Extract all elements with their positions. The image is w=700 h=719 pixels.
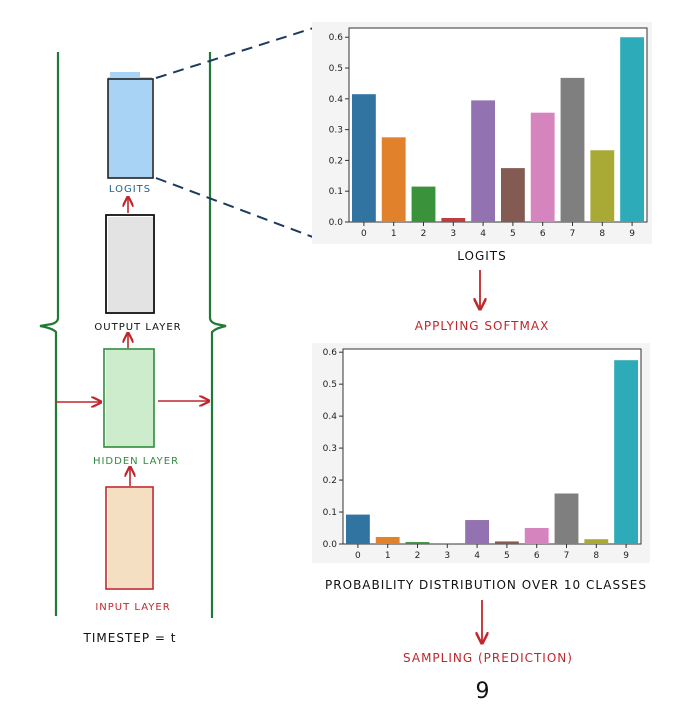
probability-chart: 0.0 0.1 0.2 0.3 0.4 0.5 0.6 0 1 2 3 4 5 6 7 8 9 bbox=[312, 343, 650, 563]
logits-x-tick-label: 6 bbox=[540, 229, 546, 239]
prob-bar-5 bbox=[494, 541, 519, 544]
logits-x-tick-label: 5 bbox=[510, 229, 516, 239]
prob-y-tick-label: 0.0 bbox=[323, 540, 338, 550]
prob-y-tick-label: 0.5 bbox=[323, 380, 337, 390]
prob-y-tick-label: 0.6 bbox=[323, 348, 338, 358]
logits-bar-5 bbox=[500, 168, 525, 222]
logits-y-tick-label: 0.3 bbox=[329, 126, 343, 136]
logits-label: LOGITS bbox=[109, 184, 151, 195]
logits-chart-caption: LOGITS bbox=[457, 249, 507, 263]
logits-y-tick-label: 0.1 bbox=[329, 187, 343, 197]
prob-y-tick-label: 0.1 bbox=[323, 508, 337, 518]
prob-plot-frame bbox=[342, 348, 642, 545]
logits-x-tick-label: 0 bbox=[361, 229, 367, 239]
prob-bar-4 bbox=[465, 520, 490, 544]
logits-x-tick-label: 7 bbox=[570, 229, 576, 239]
logits-bar-3 bbox=[441, 217, 466, 222]
logits-x-tick-label: 9 bbox=[629, 229, 635, 239]
sampling-label: SAMPLING (PREDICTION) bbox=[403, 651, 573, 665]
logits-bar-8 bbox=[590, 150, 615, 222]
logits-x-tick-label: 4 bbox=[480, 229, 486, 239]
prob-x-tick-label: 1 bbox=[385, 551, 391, 561]
prob-x-tick-label: 7 bbox=[564, 551, 570, 561]
logits-bar-6 bbox=[530, 112, 555, 222]
applying-softmax-label: APPLYING SOFTMAX bbox=[415, 319, 550, 333]
prob-x-tick-label: 9 bbox=[623, 551, 629, 561]
prob-x-tick-label: 4 bbox=[474, 551, 480, 561]
prob-x-tick-label: 0 bbox=[355, 551, 361, 561]
prob-bar-8 bbox=[584, 539, 609, 544]
prob-bar-7 bbox=[554, 493, 579, 544]
prob-x-tick-label: 2 bbox=[415, 551, 421, 561]
prob-bar-3 bbox=[435, 543, 460, 544]
logits-y-tick-label: 0.2 bbox=[329, 156, 343, 166]
prob-x-tick-label: 5 bbox=[504, 551, 510, 561]
logits-x-tick-label: 1 bbox=[391, 229, 397, 239]
logits-bar-4 bbox=[471, 100, 496, 222]
input-layer-box bbox=[105, 486, 154, 590]
prob-y-tick-label: 0.2 bbox=[323, 476, 337, 486]
logits-x-tick-label: 8 bbox=[599, 229, 605, 239]
hidden-layer-label: HIDDEN LAYER bbox=[93, 456, 179, 467]
prob-bar-2 bbox=[405, 542, 430, 544]
prob-x-tick-label: 8 bbox=[593, 551, 599, 561]
logits-y-tick-label: 0.6 bbox=[329, 33, 344, 43]
logits-bar-7 bbox=[560, 77, 585, 222]
logits-bar-9 bbox=[620, 37, 645, 222]
zoom-line-top bbox=[155, 23, 327, 79]
hidden-layer-box bbox=[103, 348, 155, 448]
prob-bar-6 bbox=[524, 528, 549, 544]
logits-y-tick-label: 0.5 bbox=[329, 64, 343, 74]
logits-x-tick-label: 3 bbox=[450, 229, 456, 239]
logits-y-tick-label: 0.4 bbox=[329, 95, 344, 105]
prob-x-tick-label: 6 bbox=[534, 551, 540, 561]
prob-bar-0 bbox=[345, 514, 370, 544]
timestep-label: TIMESTEP = t bbox=[83, 631, 177, 645]
zoom-line-bottom bbox=[155, 177, 327, 243]
prob-y-tick-label: 0.4 bbox=[323, 412, 338, 422]
logits-bar-0 bbox=[351, 94, 376, 222]
logits-box bbox=[107, 72, 154, 179]
input-layer-label: INPUT LAYER bbox=[95, 602, 170, 613]
logits-y-tick-label: 0.0 bbox=[329, 218, 344, 228]
prob-bar-9 bbox=[614, 360, 639, 544]
logits-x-tick-label: 2 bbox=[421, 229, 427, 239]
prob-x-tick-label: 3 bbox=[444, 551, 450, 561]
logits-bar-2 bbox=[411, 186, 436, 222]
prob-bar-1 bbox=[375, 536, 400, 544]
prediction-value: 9 bbox=[476, 679, 491, 704]
left-boundary-line bbox=[39, 52, 60, 616]
probability-caption: PROBABILITY DISTRIBUTION OVER 10 CLASSES bbox=[325, 578, 647, 592]
output-layer-box bbox=[105, 214, 155, 314]
right-boundary-line bbox=[208, 52, 227, 618]
prob-y-tick-label: 0.3 bbox=[323, 444, 337, 454]
output-layer-label: OUTPUT LAYER bbox=[94, 322, 181, 333]
logits-chart: 0.0 0.1 0.2 0.3 0.4 0.5 0.6 0 1 2 3 4 5 6 7 8 9 bbox=[312, 22, 652, 244]
logits-bar-1 bbox=[381, 137, 406, 222]
